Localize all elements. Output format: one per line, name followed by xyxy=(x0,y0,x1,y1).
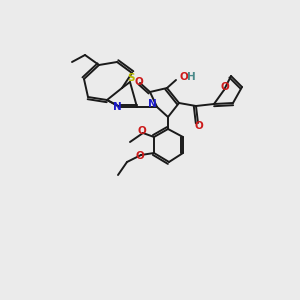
Text: N: N xyxy=(112,102,122,112)
Text: O: O xyxy=(195,121,203,131)
Text: H: H xyxy=(187,72,196,82)
Text: O: O xyxy=(135,77,143,87)
Text: O: O xyxy=(220,82,230,92)
Text: O: O xyxy=(136,151,144,161)
Text: O: O xyxy=(180,72,189,82)
Text: O: O xyxy=(138,126,146,136)
Text: S: S xyxy=(127,73,135,83)
Text: N: N xyxy=(148,99,156,109)
